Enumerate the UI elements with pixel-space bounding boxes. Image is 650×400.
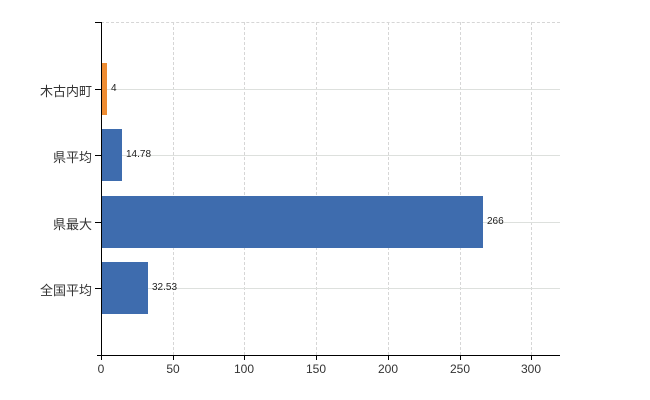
gridline-vertical	[316, 22, 317, 355]
y-axis-tick	[95, 155, 101, 156]
y-axis-tick	[95, 22, 101, 23]
x-axis-tick-label: 150	[305, 362, 327, 376]
x-axis-tick	[173, 355, 174, 360]
x-axis-tick-label: 200	[377, 362, 399, 376]
category-label: 全国平均	[39, 283, 92, 298]
gridline-horizontal	[101, 89, 560, 90]
plot-border-top	[101, 22, 560, 23]
category-label: 県最大	[52, 217, 92, 232]
bar[interactable]	[101, 196, 483, 248]
gridline-vertical	[173, 22, 174, 355]
x-axis-tick	[388, 355, 389, 360]
x-axis-tick	[244, 355, 245, 360]
x-axis-tick-label: 0	[97, 362, 105, 376]
gridline-vertical	[460, 22, 461, 355]
category-label: 県平均	[52, 150, 92, 165]
bar-value-label: 4	[111, 83, 117, 94]
bar-value-label: 266	[487, 216, 504, 227]
bar[interactable]	[101, 129, 122, 181]
x-axis-tick	[460, 355, 461, 360]
y-axis-tick	[95, 222, 101, 223]
bar-value-label: 14.78	[126, 149, 152, 160]
y-axis	[101, 22, 102, 360]
category-label: 木古内町	[39, 84, 92, 99]
y-axis-tick	[95, 288, 101, 289]
gridline-vertical	[388, 22, 389, 355]
x-axis-tick-label: 50	[166, 362, 180, 376]
gridline-vertical	[531, 22, 532, 355]
bar[interactable]	[101, 262, 148, 314]
bar[interactable]	[101, 63, 107, 115]
gridline-horizontal	[101, 288, 560, 289]
x-axis-tick	[531, 355, 532, 360]
x-axis-tick-label: 300	[520, 362, 542, 376]
x-axis	[97, 355, 560, 356]
bar-value-label: 32.53	[152, 282, 178, 293]
y-axis-tick	[95, 89, 101, 90]
x-axis-tick-label: 100	[233, 362, 255, 376]
x-axis-tick-label: 250	[449, 362, 471, 376]
gridline-horizontal	[101, 155, 560, 156]
gridline-vertical	[244, 22, 245, 355]
x-axis-tick	[316, 355, 317, 360]
